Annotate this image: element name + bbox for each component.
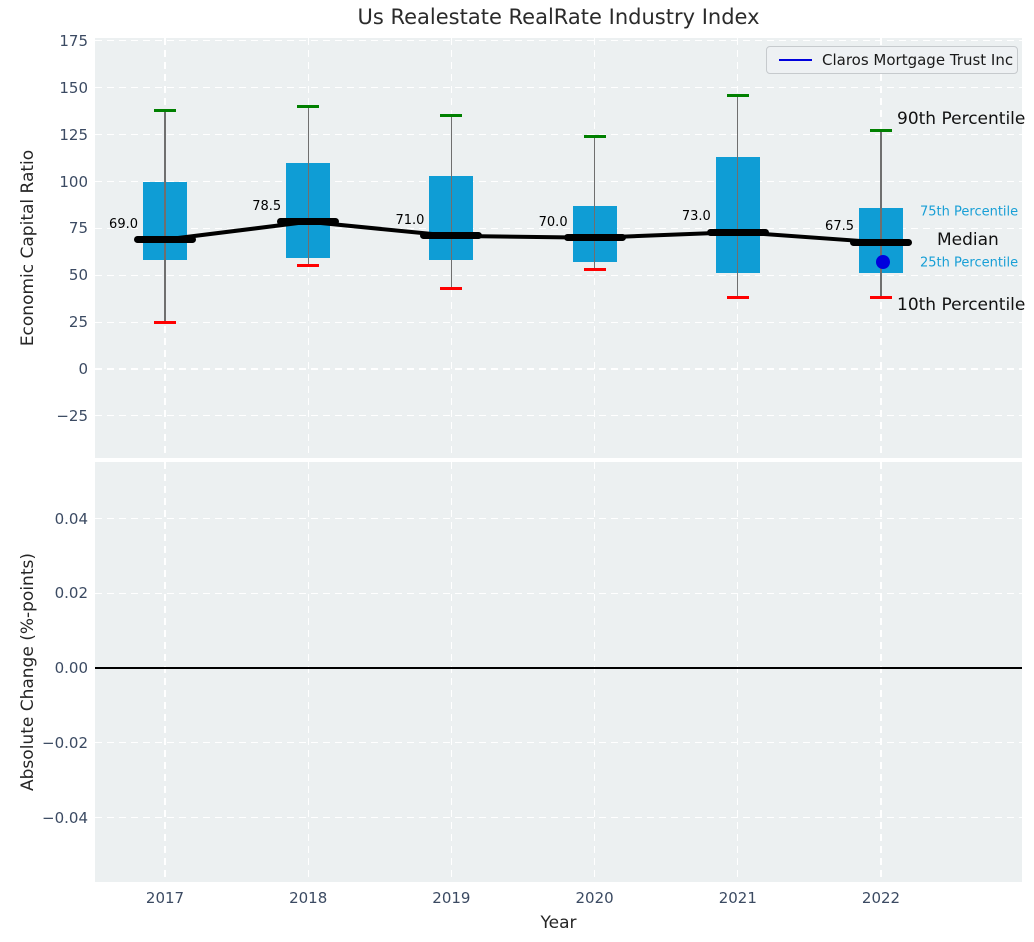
gridline-vertical bbox=[594, 462, 595, 882]
gridline-vertical bbox=[451, 462, 452, 882]
top-y-tick-label: 100 bbox=[34, 173, 88, 191]
annotation-25th-percentile: 25th Percentile bbox=[920, 256, 1018, 271]
legend[interactable]: Claros Mortgage Trust Inc bbox=[766, 46, 1018, 74]
x-tick-label: 2020 bbox=[550, 889, 640, 907]
bottom-y-tick-label: −0.04 bbox=[34, 809, 88, 827]
gridline-horizontal bbox=[95, 593, 1022, 594]
bottom-y-tick-label: 0.04 bbox=[34, 510, 88, 528]
gridline-horizontal bbox=[95, 518, 1022, 519]
gridline-vertical bbox=[737, 462, 738, 882]
median-value-2017: 69.0 bbox=[95, 217, 138, 232]
x-tick-label: 2022 bbox=[836, 889, 926, 907]
gridline-horizontal bbox=[95, 742, 1022, 743]
top-y-tick-label: −25 bbox=[34, 407, 88, 425]
bottom-y-tick-label: 0.00 bbox=[34, 659, 88, 677]
top-y-tick-label: 125 bbox=[34, 126, 88, 144]
median-trend-line bbox=[95, 38, 1022, 458]
top-plot-area: 69.0 78.5 71.0 70.0 73.0 67.5 bbox=[95, 38, 1022, 458]
x-tick-label: 2018 bbox=[263, 889, 353, 907]
chart-title: Us Realestate RealRate Industry Index bbox=[95, 5, 1022, 29]
annotation-median: Median bbox=[937, 230, 999, 250]
median-bar-2020 bbox=[564, 234, 626, 241]
bottom-y-tick-label: 0.02 bbox=[34, 584, 88, 602]
median-value-2020: 70.0 bbox=[498, 215, 568, 230]
median-bar-2017 bbox=[134, 236, 196, 243]
x-axis-label: Year bbox=[95, 913, 1022, 933]
median-value-2019: 71.0 bbox=[354, 213, 424, 228]
x-tick-label: 2019 bbox=[406, 889, 496, 907]
gridline-vertical bbox=[164, 462, 165, 882]
annotation-75th-percentile: 75th Percentile bbox=[920, 205, 1018, 220]
gridline-vertical bbox=[308, 462, 309, 882]
median-value-2018: 78.5 bbox=[211, 199, 281, 214]
top-y-tick-label: 150 bbox=[34, 79, 88, 97]
top-y-tick-label: 75 bbox=[34, 219, 88, 237]
top-y-tick-label: 25 bbox=[34, 313, 88, 331]
top-y-tick-label: 0 bbox=[34, 360, 88, 378]
median-value-2021: 73.0 bbox=[641, 209, 711, 224]
x-tick-label: 2021 bbox=[693, 889, 783, 907]
median-bar-2019 bbox=[420, 232, 482, 239]
bottom-plot-area bbox=[95, 462, 1022, 882]
zero-line bbox=[95, 667, 1022, 669]
median-bar-2022 bbox=[850, 239, 912, 246]
bottom-y-tick-label: −0.02 bbox=[34, 734, 88, 752]
legend-label: Claros Mortgage Trust Inc bbox=[822, 51, 1013, 69]
gridline-vertical bbox=[880, 462, 881, 882]
median-value-2022: 67.5 bbox=[784, 219, 854, 234]
annotation-10th-percentile: 10th Percentile bbox=[897, 295, 1025, 315]
median-bar-2021 bbox=[707, 229, 769, 236]
top-y-tick-label: 50 bbox=[34, 266, 88, 284]
median-bar-2018 bbox=[277, 218, 339, 225]
x-tick-label: 2017 bbox=[120, 889, 210, 907]
figure: Us Realestate RealRate Industry Index 69… bbox=[0, 0, 1034, 942]
annotation-90th-percentile: 90th Percentile bbox=[897, 109, 1025, 129]
legend-line-sample bbox=[779, 59, 812, 62]
top-y-tick-label: 175 bbox=[34, 32, 88, 50]
gridline-horizontal bbox=[95, 817, 1022, 818]
